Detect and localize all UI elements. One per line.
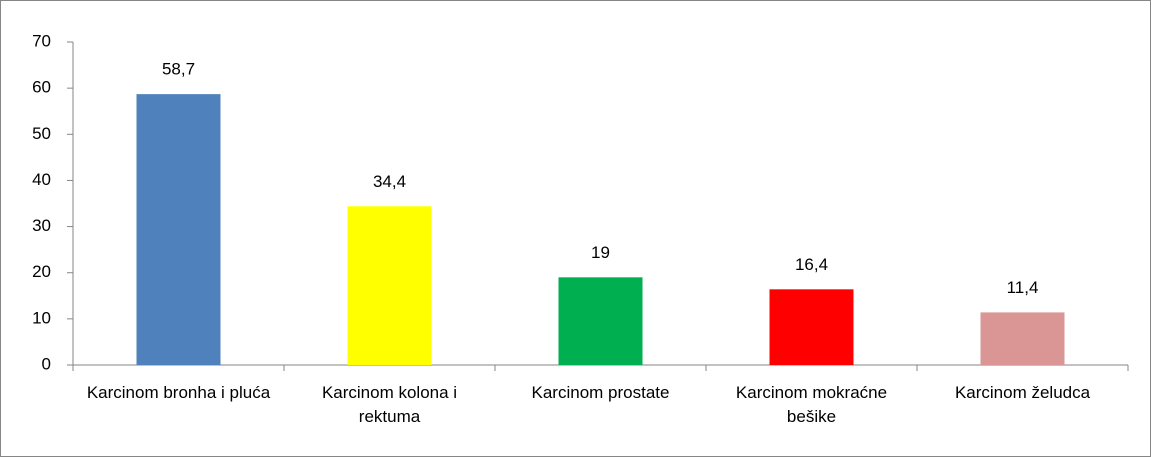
bar (136, 94, 221, 366)
data-label: 19 (591, 243, 610, 262)
bar (347, 206, 432, 365)
x-tick-label: Karcinom bronha i pluća (86, 383, 271, 402)
y-tick-label: 30 (32, 216, 51, 235)
data-label: 34,4 (373, 172, 406, 191)
data-label: 16,4 (795, 255, 828, 274)
y-tick-label: 40 (32, 170, 51, 189)
data-label: 11,4 (1007, 278, 1039, 297)
y-tick-label: 60 (32, 78, 51, 97)
x-tick-label: Karcinom kolona i rektuma (321, 383, 458, 426)
data-label: 58,7 (162, 60, 195, 79)
y-tick-label: 70 (32, 31, 51, 50)
y-tick-label: 50 (32, 124, 51, 143)
y-tick-label: 20 (32, 262, 51, 281)
bar (980, 312, 1065, 365)
y-tick-label: 10 (32, 308, 51, 327)
bar (558, 277, 643, 365)
bar (769, 289, 854, 365)
x-tick-label: Karcinom mokraćne bešike (735, 383, 888, 426)
x-tick-label: Karcinom prostate (531, 383, 670, 402)
y-tick-label: 0 (42, 354, 51, 373)
x-tick-label: Karcinom želudca (954, 383, 1091, 402)
